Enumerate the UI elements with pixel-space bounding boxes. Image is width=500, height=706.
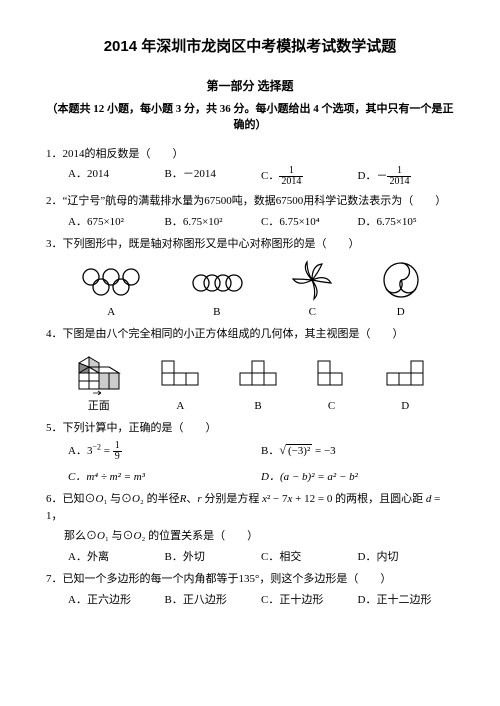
q5-c: C．m⁴ ÷ m² = m³	[68, 469, 261, 486]
q4-stem: 4．下图是由八个完全相同的小正方体组成的几何体，其主视图是（ ）	[46, 326, 454, 343]
q4-d: D	[381, 355, 429, 415]
q1-a: A．2014	[68, 166, 165, 187]
q1-c: C．12014	[261, 166, 358, 187]
q7-c: C．正十边形	[261, 592, 358, 609]
olympic-rings-icon	[78, 265, 144, 301]
q3-fig-c: C	[289, 259, 335, 321]
four-rings-icon	[189, 265, 245, 301]
section-header: 第一部分 选择题	[46, 77, 454, 95]
q4-c: C	[312, 355, 352, 415]
instructions: （本题共 12 小题，每小题 3 分，共 36 分。每小题给出 4 个选项，其中…	[46, 101, 454, 134]
q3-fig-d: D	[380, 259, 422, 321]
q4-figures: 正面 A B	[56, 349, 444, 415]
question-5: 5．下列计算中，正确的是（ ） A．3−2 = 19 B．√(−3)² = −3…	[46, 420, 454, 485]
q3-fig-a: A	[78, 265, 144, 321]
question-1: 1．2014的相反数是（ ） A．2014 B．－2014 C．12014 D．…	[46, 146, 454, 188]
question-2: 2．“辽宁号”航母的满载排水量为67500吨，数据67500用科学记数法表示为（…	[46, 193, 454, 230]
cube-solid-icon	[71, 349, 127, 395]
q6-options: A．外离 B．外切 C．相交 D．内切	[68, 549, 454, 566]
q5-b: B．√(−3)² = −3	[261, 441, 454, 462]
q5-d: D．(a − b)² = a² − b²	[261, 469, 454, 486]
question-7: 7．已知一个多边形的每一个内角都等于135°，则这个多边形是（ ） A．正六边形…	[46, 571, 454, 608]
q4-a: A	[156, 355, 204, 415]
yin-triskele-icon	[380, 259, 422, 301]
view-b-icon	[234, 355, 282, 395]
q2-a: A．675×10²	[68, 214, 165, 231]
q2-b: B．6.75×10²	[165, 214, 262, 231]
q1-b: B．－2014	[165, 166, 262, 187]
q2-d: D．6.75×10⁵	[358, 214, 455, 231]
q2-c: C．6.75×10⁴	[261, 214, 358, 231]
q6-stem: 6．已知⊙O₁ 与⊙O₂ 的半径R、r 分别是方程 x² − 7x + 12 =…	[46, 491, 454, 524]
question-3: 3．下列图形中，既是轴对称图形又是中心对称图形的是（ ） A B	[46, 236, 454, 320]
q4-solid: 正面	[71, 349, 127, 415]
q3-stem: 3．下列图形中，既是轴对称图形又是中心对称图形的是（ ）	[46, 236, 454, 253]
q7-d: D．正十二边形	[358, 592, 455, 609]
q7-b: B．正八边形	[165, 592, 262, 609]
q7-options: A．正六边形 B．正八边形 C．正十边形 D．正十二边形	[68, 592, 454, 609]
q1-options: A．2014 B．－2014 C．12014 D．－12014	[68, 166, 454, 187]
question-4: 4．下图是由八个完全相同的小正方体组成的几何体，其主视图是（ ） 正面	[46, 326, 454, 414]
q6-c: C．相交	[261, 549, 358, 566]
q5-a: A．3−2 = 19	[68, 441, 261, 462]
question-6: 6．已知⊙O₁ 与⊙O₂ 的半径R、r 分别是方程 x² − 7x + 12 =…	[46, 491, 454, 565]
pinwheel-icon	[289, 259, 335, 301]
q7-a: A．正六边形	[68, 592, 165, 609]
view-d-icon	[381, 355, 429, 395]
q5-stem: 5．下列计算中，正确的是（ ）	[46, 420, 454, 437]
view-c-icon	[312, 355, 352, 395]
q6-b: B．外切	[165, 549, 262, 566]
q4-b: B	[234, 355, 282, 415]
q6-a: A．外离	[68, 549, 165, 566]
q6-d: D．内切	[358, 549, 455, 566]
q2-options: A．675×10² B．6.75×10² C．6.75×10⁴ D．6.75×1…	[68, 214, 454, 231]
q7-stem: 7．已知一个多边形的每一个内角都等于135°，则这个多边形是（ ）	[46, 571, 454, 588]
q1-stem: 1．2014的相反数是（ ）	[46, 146, 454, 163]
q2-stem: 2．“辽宁号”航母的满载排水量为67500吨，数据67500用科学记数法表示为（…	[46, 193, 454, 210]
view-a-icon	[156, 355, 204, 395]
exam-title: 2014 年深圳市龙岗区中考模拟考试数学试题	[46, 36, 454, 59]
q3-fig-b: B	[189, 265, 245, 321]
q6-stem-2: 那么⊙O₁ 与⊙O₂ 的位置关系是（ ）	[64, 528, 454, 545]
q3-figures: A B C	[56, 259, 444, 321]
q1-d: D．－12014	[358, 166, 455, 187]
